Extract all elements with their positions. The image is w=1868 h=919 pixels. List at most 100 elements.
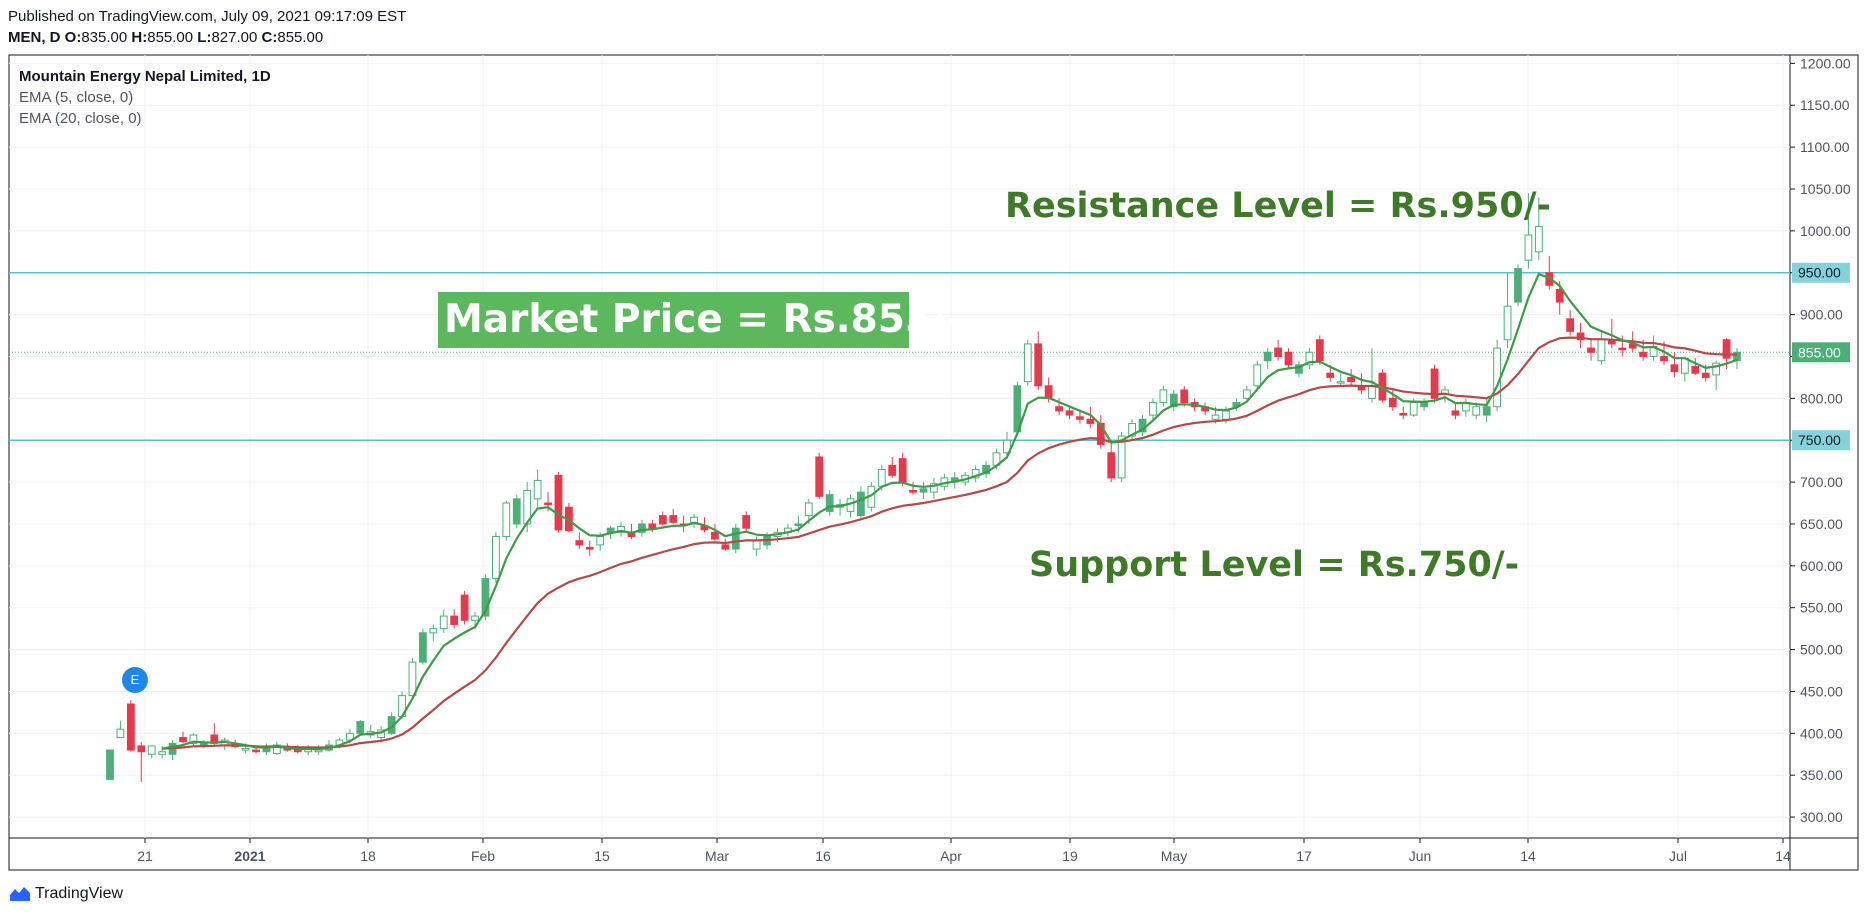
- candle-body: [1399, 412, 1408, 416]
- candle-body: [554, 474, 563, 531]
- level-label: 750.00: [1798, 432, 1841, 448]
- ohlc-line: MEN, D O:835.00 H:855.00 L:827.00 C:855.…: [8, 27, 406, 48]
- candle-body: [1368, 385, 1376, 399]
- candle-body: [418, 632, 427, 663]
- candle-body: [752, 540, 761, 550]
- candle-body: [1451, 410, 1460, 416]
- y-tick-label: 650.00: [1800, 516, 1843, 532]
- close-value: 855.00: [277, 29, 324, 46]
- candle-body: [815, 456, 824, 497]
- y-tick-label: 1200.00: [1800, 55, 1851, 71]
- chart-frame: [8, 54, 1859, 871]
- close-label: C:: [261, 29, 278, 46]
- candle-body: [919, 488, 928, 493]
- candle-body: [1086, 418, 1095, 424]
- candle-body: [1149, 402, 1157, 416]
- footer-brand[interactable]: TradingView: [9, 885, 123, 903]
- candle-body: [617, 525, 625, 533]
- candle-body: [512, 498, 521, 525]
- candle-body: [669, 515, 678, 523]
- symbol-label: MEN, D: [8, 29, 61, 46]
- candle-body: [189, 734, 198, 744]
- candle-body: [1566, 318, 1575, 332]
- candle-body: [533, 479, 542, 500]
- x-tick-label: Mar: [705, 848, 729, 864]
- candle-body: [1514, 268, 1522, 303]
- candle-body: [1055, 406, 1063, 412]
- candle-body: [1555, 288, 1564, 303]
- open-label: O:: [64, 29, 82, 46]
- candle-body: [106, 749, 114, 780]
- candle-body: [137, 745, 146, 753]
- candle-body: [492, 536, 500, 579]
- candle-body: [742, 515, 751, 529]
- candle-body: [1409, 402, 1418, 416]
- candle-body: [1576, 332, 1585, 341]
- candle-body: [1128, 422, 1136, 437]
- candle-body: [909, 489, 917, 493]
- resistance-annotation: Resistance Level = Rs.950/-: [1005, 186, 1552, 226]
- candle-body: [877, 469, 886, 487]
- candle-body: [825, 494, 834, 512]
- x-tick-label: May: [1161, 848, 1187, 864]
- candle-body: [1482, 406, 1491, 416]
- candle-body: [721, 544, 730, 550]
- candle-body: [1284, 351, 1293, 366]
- candle-body: [262, 747, 271, 753]
- candle-body: [1107, 452, 1116, 479]
- candle-body: [272, 744, 281, 754]
- candle-body: [794, 523, 803, 527]
- candle-body: [1472, 406, 1481, 416]
- published-line: Published on TradingView.com, July 09, 2…: [8, 8, 407, 25]
- candle-body: [1263, 351, 1272, 362]
- ema20-line: [162, 336, 1738, 750]
- candle-body: [450, 615, 459, 625]
- earnings-marker[interactable]: E: [122, 667, 148, 693]
- candle-body: [1253, 364, 1262, 387]
- tradingview-logo-icon: [10, 887, 30, 901]
- x-tick-label: Jun: [1409, 848, 1432, 864]
- support-annotation: Support Level = Rs.750/-: [1029, 545, 1520, 585]
- x-tick-label: 14: [1775, 848, 1791, 864]
- chart-legend: Mountain Energy Nepal Limited, 1D EMA (5…: [19, 66, 271, 129]
- candle-body: [596, 536, 605, 546]
- y-tick-label: 400.00: [1800, 725, 1843, 741]
- candle-body: [1660, 355, 1668, 362]
- candle-body: [502, 502, 511, 538]
- candle-body: [638, 523, 646, 533]
- y-tick-label: 1150.00: [1800, 97, 1850, 113]
- candle-body: [1023, 343, 1032, 383]
- candle-body: [1691, 366, 1700, 374]
- y-tick-label: 500.00: [1800, 642, 1843, 658]
- candle-body: [481, 577, 490, 617]
- x-tick-label: Apr: [940, 848, 962, 864]
- low-value: 827.00: [211, 29, 258, 46]
- last-price-label-bg: [1792, 342, 1850, 363]
- candle-body: [658, 515, 667, 525]
- candle-body: [1503, 305, 1512, 341]
- candle-body: [1587, 347, 1595, 353]
- level-label-bg: [1792, 262, 1850, 283]
- candle-body: [293, 749, 302, 753]
- candle-body: [1670, 364, 1679, 373]
- y-tick-label: 700.00: [1800, 474, 1843, 490]
- candle-body: [1180, 389, 1189, 404]
- legend-ema20: EMA (20, close, 0): [19, 110, 142, 127]
- candle-body: [1597, 339, 1606, 362]
- candle-body: [1211, 414, 1220, 420]
- candle-body: [575, 540, 584, 546]
- candle-body: [544, 502, 552, 506]
- candle-body: [460, 594, 469, 621]
- y-tick-label: 800.00: [1800, 390, 1843, 406]
- candle-body: [731, 527, 740, 550]
- candle-body: [1159, 389, 1168, 404]
- candle-body: [356, 721, 365, 734]
- y-tick-label: 350.00: [1800, 767, 1843, 783]
- candle-body: [1274, 347, 1282, 357]
- candle-body: [711, 531, 719, 540]
- footer-brand-label: TradingView: [35, 885, 124, 902]
- candle-body: [930, 483, 938, 493]
- candle-body: [1722, 339, 1731, 359]
- x-tick-label: 19: [1062, 848, 1078, 864]
